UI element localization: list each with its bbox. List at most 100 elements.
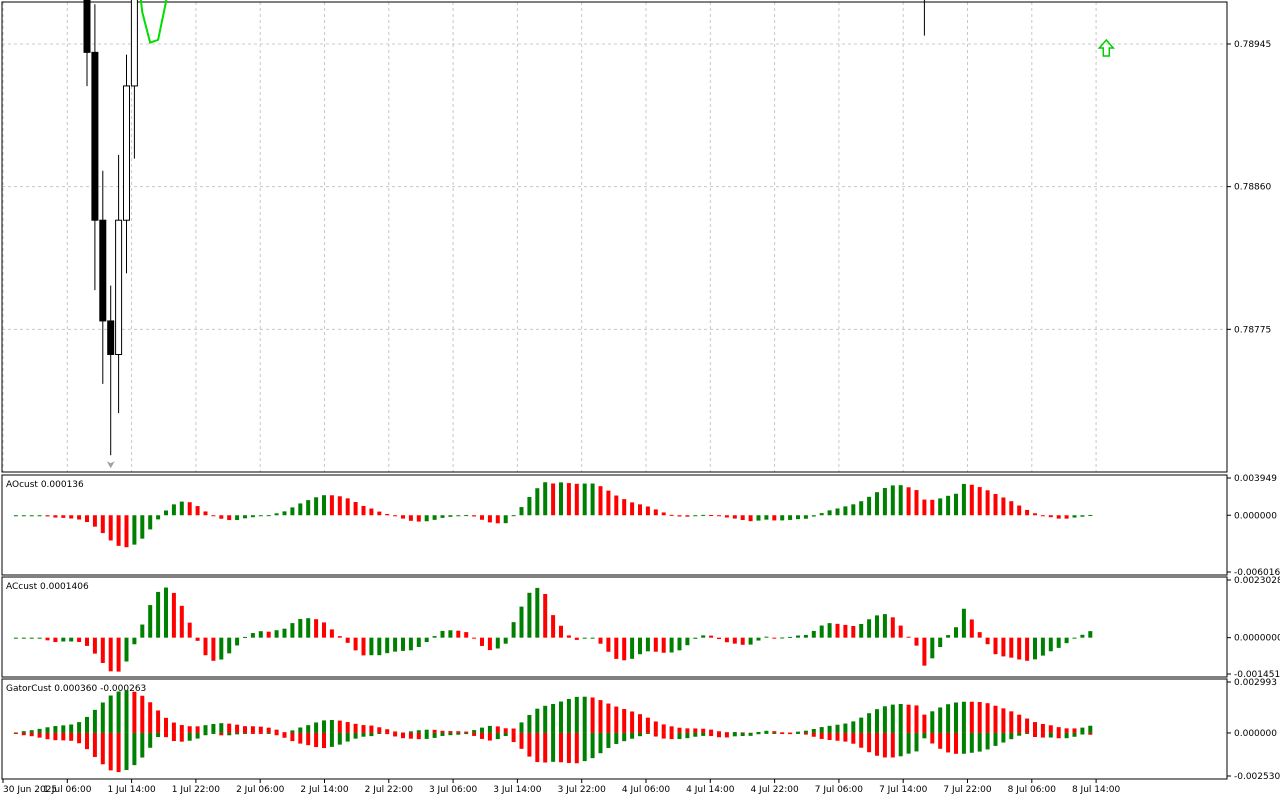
gator-lower-bar — [361, 732, 366, 737]
ac-bar — [914, 637, 919, 646]
gator-lower-bar — [487, 732, 492, 741]
x-tick-label: 2 Jul 06:00 — [236, 785, 285, 795]
ao-bar — [930, 499, 935, 516]
candle — [107, 285, 115, 456]
ac-bar — [638, 637, 642, 655]
ac-bar — [179, 605, 184, 638]
ao-bar — [954, 493, 958, 516]
gator-upper-bar — [1064, 728, 1069, 733]
ac-bar — [1017, 637, 1022, 660]
ac-bar — [61, 637, 66, 642]
ao-bar — [551, 483, 556, 516]
ao-bar — [764, 515, 769, 520]
ac-bar — [867, 619, 872, 638]
ac-bar — [298, 619, 303, 638]
gator-lower-bar — [511, 732, 516, 743]
gator-lower-bar — [559, 732, 563, 763]
ac-bar — [440, 630, 445, 638]
ao-bar — [622, 499, 627, 516]
gator-upper-bar — [322, 720, 326, 733]
ao-bar — [661, 512, 666, 516]
ac-bar — [890, 617, 895, 638]
ac-bar — [156, 591, 161, 638]
ac-bar — [819, 625, 824, 638]
candle-body — [91, 51, 99, 221]
ao-bar — [724, 515, 729, 518]
gator-upper-bar — [416, 730, 421, 733]
ao-bar — [772, 515, 777, 521]
gator-upper-bar — [977, 702, 982, 733]
main-pane-frame[interactable] — [1, 1, 1228, 473]
y-tick-label: 0.0000000 — [1234, 634, 1280, 644]
ac-bar — [614, 637, 619, 659]
ac-bar — [322, 622, 326, 638]
x-tick-label: 1 Jul 22:00 — [172, 785, 221, 795]
ac-bar — [416, 637, 421, 647]
gator-lower-bar — [148, 732, 153, 748]
ao-bar — [1017, 505, 1022, 516]
ac-bar — [187, 622, 192, 638]
gator-lower-bar — [740, 732, 745, 737]
gator-upper-bar — [906, 704, 911, 733]
ac-bar — [717, 637, 721, 640]
ac-bar — [1056, 637, 1061, 648]
gator-lower-bar — [709, 732, 714, 737]
ac-bar — [306, 618, 311, 638]
ac-bar — [53, 637, 58, 643]
ao-bar — [282, 511, 287, 516]
ao-pane-frame[interactable] — [1, 474, 1228, 576]
ac-bar — [993, 637, 998, 655]
gator-lower-bar — [748, 732, 753, 736]
gator-upper-bar — [551, 703, 556, 733]
ac-bar — [85, 637, 89, 646]
gator-upper-bar — [653, 721, 658, 733]
gator-lower-bar — [100, 732, 105, 765]
ao-bar — [811, 515, 816, 517]
gator-lower-bar — [788, 732, 793, 735]
gator-lower-bar — [53, 732, 58, 741]
ao-bar — [108, 515, 113, 541]
ao-bar — [1025, 509, 1030, 516]
ao-bar — [582, 483, 587, 516]
gator-upper-bar — [851, 721, 856, 733]
gator-lower-bar — [630, 732, 635, 739]
ao-bar — [440, 515, 445, 518]
ao-bar — [337, 496, 342, 516]
ao-bar — [867, 496, 872, 516]
x-tick-label: 7 Jul 06:00 — [815, 785, 864, 795]
gator-lower-bar — [859, 732, 864, 748]
gator-lower-bar — [969, 732, 974, 753]
ao-bar — [780, 515, 785, 521]
gator-pane-frame[interactable] — [1, 678, 1228, 780]
gator-lower-bar — [108, 732, 113, 771]
gator-upper-bar — [69, 724, 74, 733]
ac-bar — [843, 624, 848, 638]
gator-upper-bar — [1040, 723, 1045, 733]
ao-bar — [480, 515, 484, 520]
gator-lower-bar — [77, 732, 82, 744]
ao-bar — [630, 502, 635, 516]
ac-bar — [424, 637, 429, 643]
gator-lower-bar — [1048, 732, 1053, 738]
ao-bar — [519, 507, 524, 516]
gator-lower-bar — [37, 732, 42, 738]
ao-bar — [329, 495, 334, 516]
y-tick-label: -0.006016 — [1234, 568, 1280, 578]
ac-bar — [258, 631, 263, 638]
x-tick-label: 4 Jul 06:00 — [622, 785, 671, 795]
ac-bar — [361, 637, 366, 656]
ac-bar — [985, 637, 990, 645]
ao-bar — [527, 497, 532, 516]
ao-bar — [171, 504, 176, 516]
x-tick-label: 3 Jul 14:00 — [493, 785, 542, 795]
ao-bar — [875, 492, 879, 516]
ac-bar — [693, 637, 698, 639]
ac-bar — [756, 637, 761, 641]
gator-upper-bar — [930, 711, 935, 733]
ac-pane-frame[interactable] — [1, 576, 1228, 678]
gator-lower-bar — [416, 732, 421, 740]
ao-bar — [53, 515, 58, 518]
ao-bar — [693, 515, 698, 517]
ac-bar — [219, 637, 224, 660]
